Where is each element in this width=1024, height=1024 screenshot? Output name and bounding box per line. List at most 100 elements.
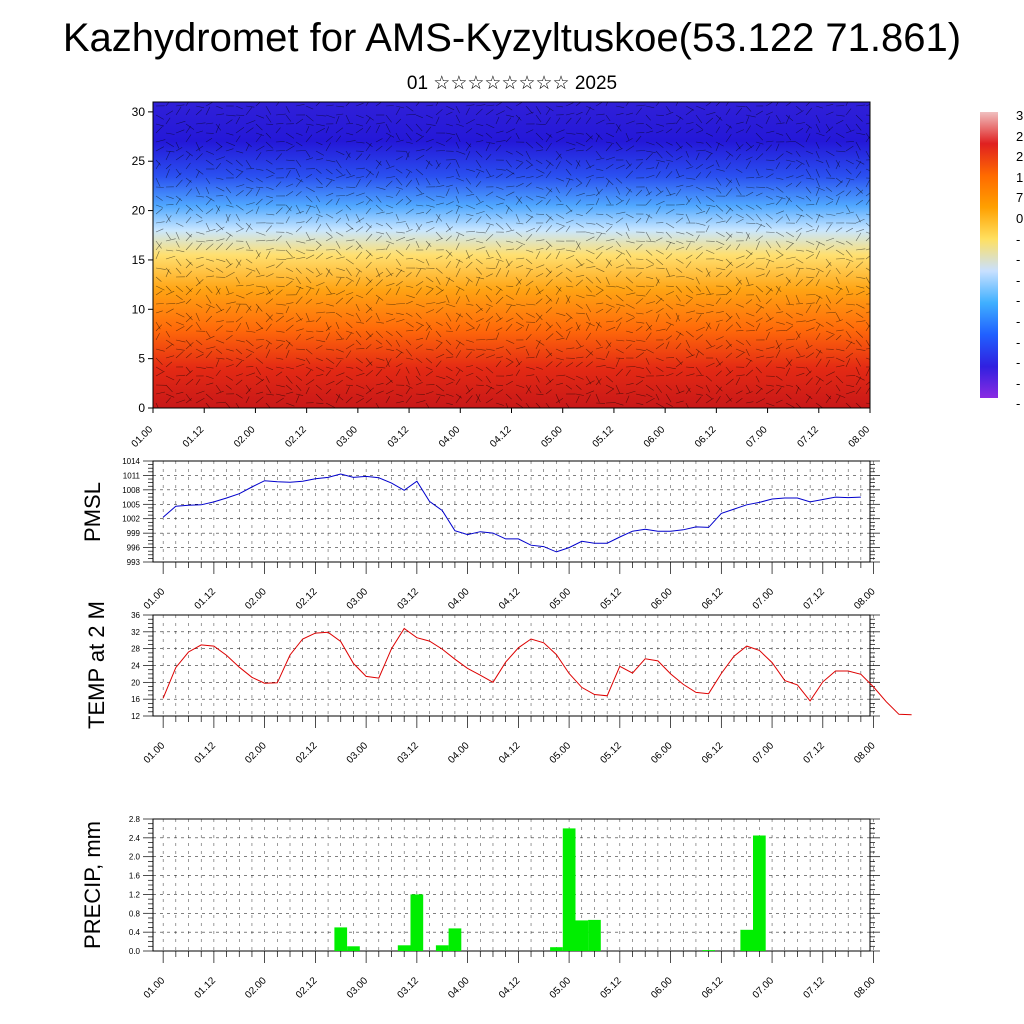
wind-barb [815,324,821,332]
wind-barb [835,375,844,384]
wind-barb [435,360,442,368]
wind-barb [605,238,615,242]
wind-barb [855,386,862,395]
wind-barb [445,201,454,206]
wind-barb [435,214,441,224]
wind-barb [275,113,286,116]
wind-barb [475,323,481,332]
wind-barb [165,102,170,107]
wind-barb [205,294,212,304]
wind-barb [415,123,423,132]
wind-barb [845,352,854,359]
wind-barb [645,384,654,391]
wind-barb [655,190,664,197]
wind-barb [225,114,236,117]
wind-barb [485,384,495,390]
wind-barb [735,262,745,269]
temp-line [162,627,912,716]
wind-barb [245,143,250,152]
wind-barb [345,384,354,387]
wind-barb [565,141,576,146]
wind-barb [695,246,703,251]
wind-barb [695,351,699,359]
wind-barb [405,150,410,158]
wind-barb [475,258,483,265]
wind-barb [465,327,476,332]
wind-barb [335,372,345,377]
wind-barb [595,365,606,368]
wind-barb [295,159,302,167]
wind-barb [415,186,423,194]
wind-barb [365,279,373,287]
wind-barb [365,315,373,323]
wind-barb [605,141,614,144]
wind-barb [785,263,795,269]
wind-barb [325,402,335,408]
wind-barb [535,149,544,152]
wind-barb [365,307,372,314]
wind-barb [525,303,536,306]
wind-barb [705,303,714,306]
wind-barb [535,339,545,346]
wind-barb [615,141,622,149]
heat-y-tick-label: 20 [132,204,146,218]
wind-barb [505,260,513,269]
wind-barb [185,204,193,211]
wind-barb [755,144,761,152]
wind-barb [325,104,334,107]
wind-barb [675,276,685,278]
wind-barb [425,321,433,331]
wind-barb [565,255,575,260]
wind-barb [775,122,785,125]
wind-barb [615,105,625,108]
wind-barb [245,348,255,353]
wind-barb [805,168,812,178]
wind-barb [815,358,822,368]
panel-frame [152,460,871,563]
wind-barb [715,246,723,251]
wind-barb [215,348,223,354]
wind-barb [225,271,235,278]
wind-barb [725,289,732,296]
wind-barb [205,275,215,278]
x-tick-label: 02.12 [294,975,320,1001]
wind-barb [805,159,810,168]
wind-barb [245,186,254,190]
wind-barb [305,157,313,161]
wind-barb [765,331,770,341]
wind-barb [205,285,213,294]
wind-barb [685,128,694,134]
wind-barb [395,118,402,125]
wind-barb [565,327,573,332]
wind-barb [515,402,523,408]
wind-barb [755,123,763,129]
wind-barb [425,208,432,215]
wind-barb [565,249,576,252]
wind-barb [775,114,781,123]
x-tick-label: 02.00 [243,740,269,766]
wind-barb [745,177,755,179]
wind-barb [865,104,870,107]
wind-barb [835,285,843,290]
wind-barb [785,163,792,170]
wind-barb [625,317,636,323]
wind-barb [775,384,785,388]
x-tick-label: 03.12 [396,975,422,1001]
wind-barb [675,384,680,394]
wind-barb [265,285,271,295]
wind-barb [665,384,672,391]
wind-barb [175,207,180,215]
wind-barb [485,168,491,177]
wind-barb [165,150,171,161]
wind-barb [555,337,565,341]
wind-barb [275,371,283,377]
wind-barb [825,356,835,359]
wind-barb [525,227,536,233]
wind-barb [495,327,503,332]
wind-barb [355,393,364,397]
wind-barb [175,301,185,305]
wind-barb [245,120,256,125]
wind-barb [815,242,820,251]
wind-barb [315,213,323,218]
wind-barb [155,391,166,395]
